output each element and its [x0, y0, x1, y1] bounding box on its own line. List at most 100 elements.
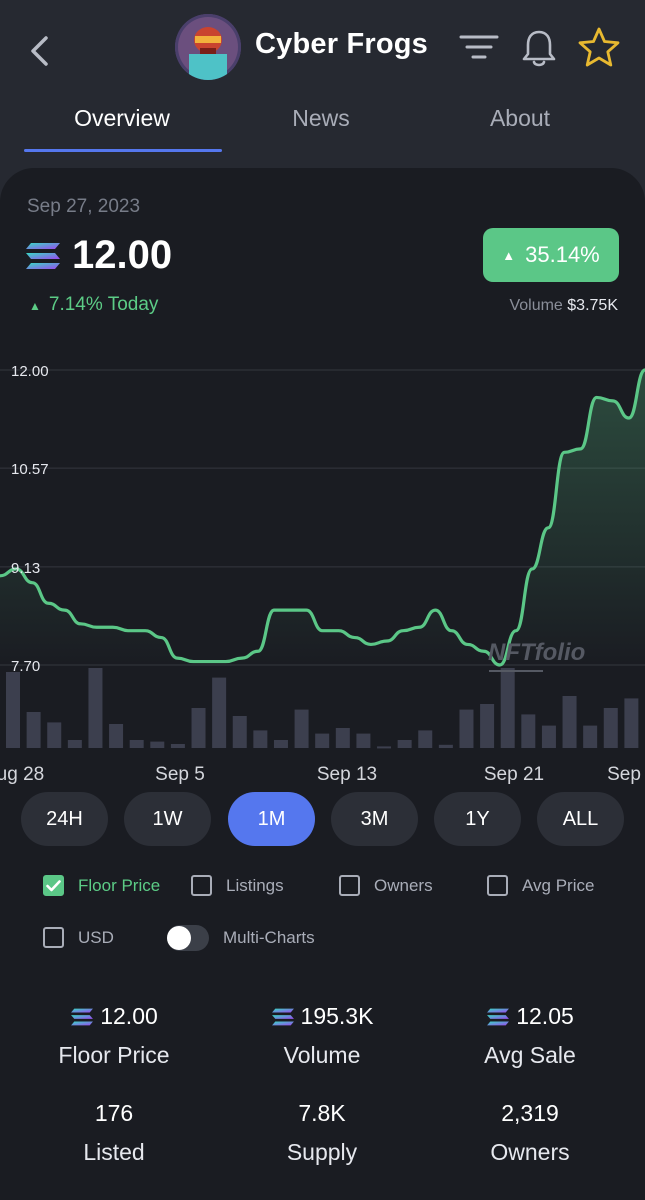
volume-bar — [253, 730, 268, 748]
solana-icon — [487, 1008, 510, 1025]
checkbox-checked[interactable] — [43, 875, 64, 896]
watermark-logo: NFTfolio — [488, 639, 585, 666]
stat-value: 7.8K — [298, 1100, 346, 1126]
x-tick-label: Sep 21 — [484, 764, 544, 785]
option-multi-charts[interactable]: Multi-Charts — [167, 925, 315, 951]
check-icon — [46, 879, 61, 891]
volume-bar — [273, 740, 288, 748]
volume-summary: Volume $3.75K — [509, 297, 618, 315]
stat-value: 12.00 — [100, 1003, 158, 1029]
multi-charts-toggle[interactable] — [167, 925, 209, 951]
price-line — [0, 368, 645, 667]
volume-bar — [129, 740, 144, 748]
volume-bar — [294, 709, 309, 748]
option-avg-price[interactable]: Avg Price — [487, 875, 594, 896]
option-label: Listings — [226, 875, 284, 895]
range-1y[interactable]: 1Y — [434, 792, 521, 846]
y-tick-label: 9.13 — [11, 560, 40, 577]
x-tick-label: Sep 13 — [317, 764, 377, 785]
option-owners[interactable]: Owners — [339, 875, 433, 896]
stat-label: Volume — [283, 1042, 361, 1068]
price-chart[interactable]: 12.00 10.57 9.13 7.70 Aug 28 Sep 5 Sep 13 Sep … — [0, 340, 645, 790]
tab-overview[interactable]: Overview — [74, 105, 170, 131]
star-icon[interactable] — [577, 26, 621, 68]
x-tick-label: Sep 5 — [155, 764, 205, 785]
range-1m[interactable]: 1M — [228, 792, 315, 846]
stat-value: 195.3K — [300, 1003, 374, 1029]
up-triangle-icon: ▲ — [29, 299, 41, 313]
solana-icon — [271, 1008, 294, 1025]
volume-bar — [67, 740, 82, 748]
price-area-fill — [0, 370, 645, 665]
volume-bar — [377, 746, 392, 749]
back-chevron-icon[interactable] — [24, 32, 54, 70]
stat-value: 12.05 — [516, 1003, 574, 1029]
active-tab-indicator — [24, 149, 222, 152]
volume-bar — [6, 672, 20, 748]
collection-avatar[interactable] — [175, 14, 241, 80]
volume-bar — [418, 730, 433, 748]
toggle-knob — [167, 926, 191, 950]
option-label: Floor Price — [78, 875, 161, 895]
stat-label: Owners — [490, 1139, 570, 1165]
checkbox-unchecked[interactable] — [43, 927, 64, 948]
volume-bar — [47, 722, 62, 748]
stat-avg-sale: 12.05 Avg Sale — [430, 1003, 630, 1069]
volume-bar — [562, 696, 577, 748]
change-badge: ▲ 35.14% — [483, 228, 619, 282]
option-label: USD — [78, 927, 114, 947]
option-floor-price[interactable]: Floor Price — [43, 875, 160, 896]
volume-bar — [170, 744, 185, 748]
option-label: Owners — [374, 875, 433, 895]
volume-bar — [232, 716, 247, 748]
option-usd[interactable]: USD — [43, 927, 114, 948]
stat-label: Listed — [83, 1139, 145, 1165]
today-change: ▲ 7.14% Today — [29, 294, 158, 316]
stat-value: 2,319 — [501, 1100, 559, 1126]
volume-bar — [624, 698, 639, 748]
stat-label: Floor Price — [58, 1042, 170, 1068]
option-listings[interactable]: Listings — [191, 875, 284, 896]
volume-bar — [191, 708, 206, 748]
solana-icon — [26, 243, 60, 269]
overview-panel — [0, 168, 645, 1200]
range-1w[interactable]: 1W — [124, 792, 211, 846]
volume-bar — [480, 704, 495, 748]
volume-bar — [315, 733, 330, 748]
change-percent: 35.14% — [525, 242, 600, 267]
current-price: 12.00 — [72, 233, 173, 277]
x-tick-label: Aug 28 — [0, 764, 44, 785]
stat-label: Avg Sale — [484, 1042, 576, 1068]
stat-owners: 2,319 Owners — [430, 1100, 630, 1166]
range-24h[interactable]: 24H — [21, 792, 108, 846]
volume-bar — [603, 708, 618, 748]
volume-bar — [397, 740, 412, 748]
volume-bar — [109, 724, 124, 748]
checkbox-unchecked[interactable] — [487, 875, 508, 896]
tab-news[interactable]: News — [292, 105, 350, 131]
volume-bar — [88, 668, 103, 748]
price-date: Sep 27, 2023 — [27, 196, 141, 217]
stat-supply: 7.8K Supply — [222, 1100, 422, 1166]
stat-label: Supply — [286, 1139, 358, 1165]
range-3m[interactable]: 3M — [331, 792, 418, 846]
volume-bar — [150, 741, 165, 748]
checkbox-unchecked[interactable] — [339, 875, 360, 896]
stat-volume: 195.3K Volume — [222, 1003, 422, 1069]
tab-about[interactable]: About — [489, 105, 551, 131]
range-all[interactable]: ALL — [537, 792, 624, 846]
y-tick-label: 10.57 — [11, 461, 49, 478]
y-tick-label: 12.00 — [11, 363, 49, 380]
volume-bar — [459, 709, 474, 748]
collection-title: Cyber Frogs — [255, 28, 429, 60]
volume-bar — [26, 712, 41, 748]
volume-bar — [438, 744, 453, 748]
option-label: Multi-Charts — [223, 928, 315, 947]
filter-icon[interactable] — [459, 32, 499, 62]
checkbox-unchecked[interactable] — [191, 875, 212, 896]
volume-bar — [335, 728, 350, 748]
volume-bar — [212, 677, 227, 748]
bell-icon[interactable] — [520, 28, 558, 68]
volume-bar — [500, 668, 515, 748]
volume-bar — [583, 725, 598, 748]
